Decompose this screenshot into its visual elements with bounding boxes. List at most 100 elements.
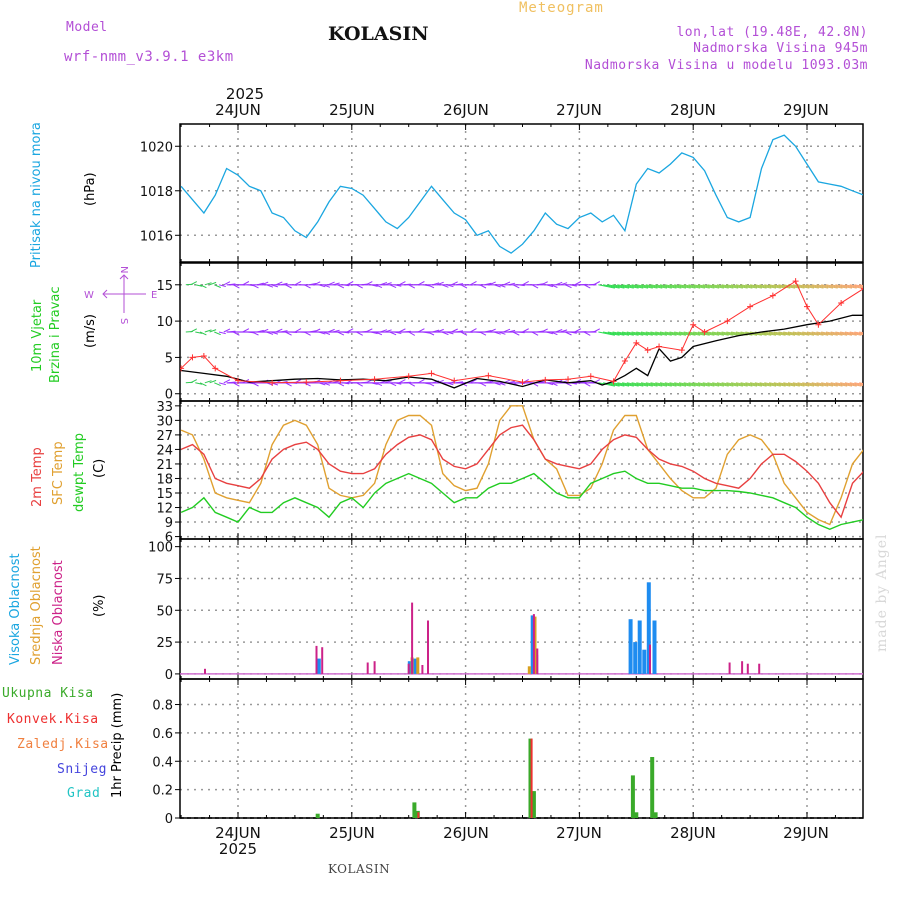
low-cloud-bar	[321, 647, 324, 674]
high-cloud-bar	[316, 658, 321, 674]
wind-barb	[209, 379, 217, 384]
wind-barb	[617, 284, 634, 289]
wind-gust-marker	[405, 373, 412, 380]
wind-barb	[683, 382, 701, 387]
wind-barb	[750, 284, 767, 289]
wind-barb	[218, 284, 226, 287]
compass-s-label: S	[118, 318, 129, 324]
wind-barb	[859, 284, 863, 287]
wind-barb	[683, 284, 701, 289]
wind-barb	[750, 331, 767, 336]
wind-barb	[683, 331, 701, 336]
wind-barb	[759, 284, 777, 289]
legend-freezing-rain: Zaledj.Kisa	[17, 737, 109, 752]
low-cloud-bar	[649, 644, 651, 674]
wind-barb	[802, 284, 819, 289]
wind-barb	[669, 331, 687, 336]
wind-barb	[844, 382, 862, 387]
wind-barb	[840, 284, 857, 289]
wind-barb	[669, 284, 687, 289]
wind-barb	[783, 382, 800, 387]
low-cloud-bar	[427, 620, 429, 674]
wind-barb	[844, 331, 862, 336]
wind-gust-marker	[337, 377, 344, 384]
panel-frame-temp	[179, 400, 864, 540]
wind-barb	[707, 382, 724, 387]
wind-gust-marker	[804, 303, 810, 310]
wind-barb	[659, 331, 677, 336]
wind-barb	[622, 284, 639, 289]
mid-cloud-bar	[533, 616, 537, 674]
wind-barb	[218, 331, 226, 335]
wind-barb	[650, 382, 668, 387]
low-cloud-bar	[746, 663, 749, 674]
wind-barb	[688, 284, 706, 289]
y-tick-label: 50	[156, 604, 173, 619]
wind-barb	[802, 382, 819, 387]
pressure-line	[180, 134, 863, 254]
wind-barb	[636, 382, 653, 387]
wind-barb	[631, 331, 649, 336]
wind-barb	[821, 284, 838, 289]
wind-barb	[792, 331, 810, 336]
wind-barb	[825, 382, 843, 387]
wind-barb	[650, 284, 668, 289]
wind-barb	[740, 284, 758, 289]
wind-barb	[859, 382, 863, 385]
wind-barb	[645, 382, 663, 387]
wind-barb	[769, 331, 786, 336]
wind-barb	[840, 382, 857, 387]
mid-cloud-bar	[527, 666, 531, 674]
top-day-label: 24JUN	[215, 101, 261, 119]
wind-barb	[764, 331, 781, 336]
low-cloud-bar	[728, 662, 731, 674]
low-cloud-bar	[204, 668, 206, 674]
wind-barb	[612, 284, 630, 289]
legend-total-rain: Ukupna Kisa	[2, 686, 94, 701]
wind-gust-marker	[269, 379, 276, 386]
low-cloud-bar	[411, 602, 414, 674]
wind-gust-marker	[792, 278, 799, 285]
wind-gust-marker	[610, 378, 617, 385]
wind-gust-marker	[212, 365, 219, 372]
wind-barb	[754, 382, 772, 387]
total-precip-bar	[531, 791, 536, 818]
total-precip-bar	[412, 802, 417, 818]
wind-barb	[693, 382, 710, 387]
wind-barb	[844, 284, 862, 289]
wind-barb	[598, 284, 615, 289]
high-cloud-bar	[530, 615, 535, 674]
wind-barb	[626, 382, 644, 387]
wind-barb	[811, 331, 829, 336]
wind-barb	[612, 331, 630, 336]
y-tick-label: 24	[156, 443, 173, 458]
wind-barb	[787, 382, 805, 387]
wind-barb	[721, 284, 739, 289]
wind-barb	[688, 382, 706, 387]
wind-barb	[214, 331, 221, 336]
wind-barb	[190, 379, 198, 384]
high-cloud-bar	[633, 642, 638, 674]
y-tick-label: 18	[156, 472, 173, 487]
model-name: wrf-nmm_v3.9.1 e3km	[64, 49, 234, 65]
wind-barb	[835, 331, 853, 336]
wind-gust-marker	[485, 372, 492, 379]
wind-barb	[640, 331, 658, 336]
conv-precip-bar	[417, 812, 420, 818]
wind-barb	[735, 284, 753, 289]
wind-barb	[204, 380, 212, 384]
low-cloud-bar	[536, 648, 539, 674]
wind-barb	[792, 382, 810, 387]
wind-barb	[655, 382, 672, 387]
wind-gust-marker	[621, 358, 628, 365]
wind-gust-marker	[724, 318, 731, 325]
bottom-year-label: 2025	[219, 840, 257, 858]
wind-gust-marker	[200, 352, 207, 359]
wind-barb	[659, 284, 677, 289]
wind-barb	[612, 382, 630, 387]
model-label: Model	[66, 20, 108, 35]
wind-barb	[849, 284, 863, 288]
wind-barb	[688, 331, 706, 336]
legend-hail: Grad	[67, 786, 101, 801]
